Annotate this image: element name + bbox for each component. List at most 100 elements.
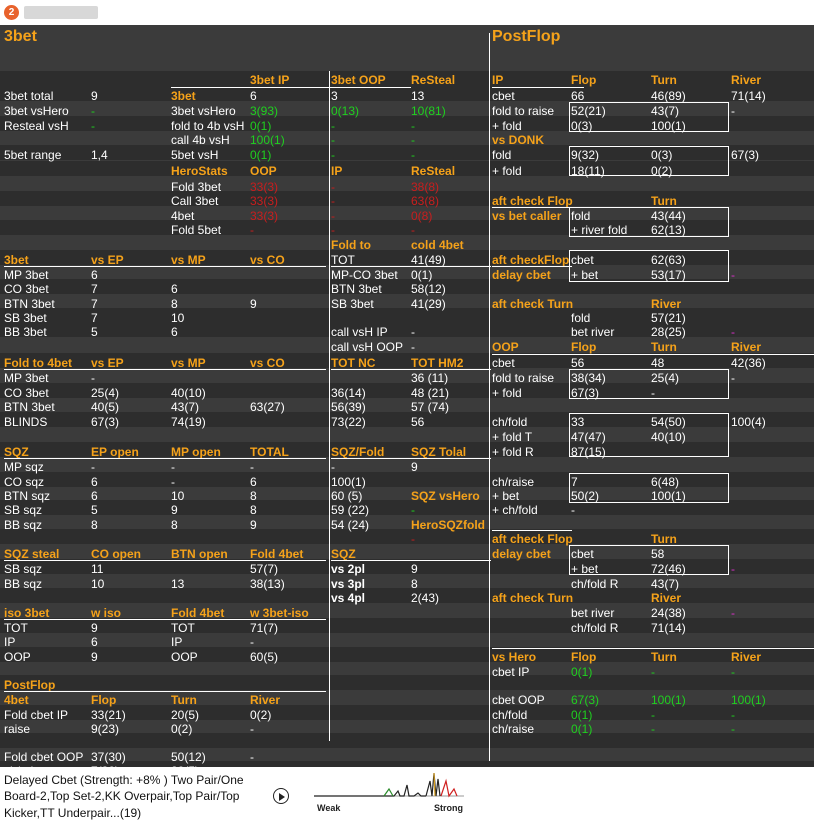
stat-header: Flop: [91, 693, 117, 707]
play-icon[interactable]: [273, 788, 289, 804]
stat-cell: -: [411, 148, 415, 162]
stat-header: OOP: [250, 164, 277, 178]
stat-cell: 8: [91, 518, 98, 532]
table-divider: [331, 458, 491, 459]
row-stripe: [0, 220, 814, 235]
row-stripe: [0, 161, 814, 176]
row-stripe: [0, 322, 814, 337]
stat-cell: 9(23): [91, 722, 120, 736]
stat-cell: -: [331, 194, 335, 208]
stat-header: delay cbet: [492, 268, 551, 282]
stat-header: Turn: [651, 194, 677, 208]
stat-cell: 63(27): [250, 400, 285, 414]
stat-cell: 0(2): [651, 164, 673, 178]
stat-header: vs MP: [171, 356, 206, 370]
weak-label: Weak: [317, 803, 341, 813]
stat-header: 3bet: [4, 253, 29, 267]
stat-box: [569, 545, 729, 575]
stat-cell: -: [651, 708, 655, 722]
stat-header: Turn: [651, 73, 677, 87]
stat-header: vs CO: [250, 253, 285, 267]
stat-header: ReSteal: [411, 164, 456, 178]
stat-cell: cbet: [492, 356, 515, 370]
stat-header: w 3bet-iso: [250, 606, 309, 620]
stat-header: EP open: [91, 445, 139, 459]
stat-cell: ch/fold R: [571, 577, 619, 591]
stat-cell: 6: [250, 89, 257, 103]
stat-cell: TOT: [171, 621, 195, 635]
stat-cell: 28(25): [651, 325, 686, 339]
table-divider: [4, 691, 326, 692]
stat-cell: 67(3): [571, 693, 600, 707]
stat-cell: 7: [91, 311, 98, 325]
stat-header: vs DONK: [492, 133, 545, 147]
stat-cell: 74(19): [171, 415, 206, 429]
stat-cell: IP: [4, 635, 16, 649]
stat-header: River: [731, 650, 762, 664]
stat-cell: 9: [411, 460, 418, 474]
stat-cell: -: [91, 119, 95, 133]
stat-header: SQZ vsHero: [411, 489, 480, 503]
stat-cell: 7: [571, 475, 578, 489]
stat-cell: BB sqz: [4, 518, 43, 532]
stat-cell: Fold cbet OOP: [4, 750, 84, 764]
stat-cell: -: [651, 665, 655, 679]
stat-cell: 9: [171, 503, 178, 517]
stat-cell: 37(30): [91, 750, 126, 764]
stat-cell: 9(32): [571, 148, 600, 162]
stat-cell: 71(14): [731, 89, 766, 103]
stat-cell: 9: [91, 621, 98, 635]
strength-strip: Weak Strong: [314, 769, 464, 813]
stat-cell: SB sqz: [4, 503, 43, 517]
table-divider: [492, 648, 814, 649]
stat-cell: -: [411, 340, 415, 354]
stat-cell: -: [331, 180, 335, 194]
stat-cell: ch/fold: [492, 708, 528, 722]
stat-cell: -: [331, 460, 335, 474]
row-stripe: [0, 308, 814, 323]
stat-header: SQZ/Fold: [331, 445, 385, 459]
strength-sparkline: [314, 772, 464, 798]
stat-cell: 10: [171, 311, 185, 325]
stat-cell: -: [250, 750, 254, 764]
stat-header: TOTAL: [250, 445, 289, 459]
stat-cell: 58: [651, 547, 665, 561]
stat-header: River: [731, 340, 762, 354]
stat-cell: vs 3pl: [331, 577, 366, 591]
stat-cell: 7: [91, 297, 98, 311]
stat-cell: 6(48): [651, 475, 680, 489]
stat-cell: 100(1): [331, 475, 366, 489]
stat-cell: 3(93): [250, 104, 279, 118]
stat-cell: 54(50): [651, 415, 686, 429]
table-divider: [331, 266, 491, 267]
stat-header: 3bet IP: [250, 73, 290, 87]
stat-cell: -: [331, 148, 335, 162]
stat-cell: 41(29): [411, 297, 446, 311]
stat-cell: 43(7): [651, 104, 680, 118]
stat-header: SQZ: [4, 445, 29, 459]
stat-cell: 7: [91, 282, 98, 296]
stat-cell: 6: [91, 475, 98, 489]
stat-header: Turn: [651, 650, 677, 664]
stat-header: IP: [492, 73, 504, 87]
row-stripe: [0, 529, 814, 544]
stat-header: 3bet OOP: [331, 73, 386, 87]
stat-cell: 10: [171, 489, 185, 503]
stat-cell: 43(44): [651, 209, 686, 223]
table-divider: [331, 369, 491, 370]
stat-cell: SB sqz: [4, 562, 43, 576]
stat-cell: 71(7): [250, 621, 279, 635]
stat-cell: -: [651, 386, 655, 400]
stat-cell: Fold 5bet: [171, 223, 222, 237]
section-title-3bet: 3bet: [4, 28, 37, 45]
stat-cell: 57(21): [651, 311, 686, 325]
stat-cell: BB sqz: [4, 577, 43, 591]
row-stripe: [0, 472, 814, 487]
stat-cell: bet river: [571, 606, 615, 620]
stat-cell: 100(1): [250, 133, 285, 147]
row-stripe: [0, 733, 814, 748]
stat-cell: 0(1): [250, 119, 272, 133]
stat-cell: MP 3bet: [4, 371, 49, 385]
row-stripe: [0, 191, 814, 206]
table-divider: [4, 560, 326, 561]
